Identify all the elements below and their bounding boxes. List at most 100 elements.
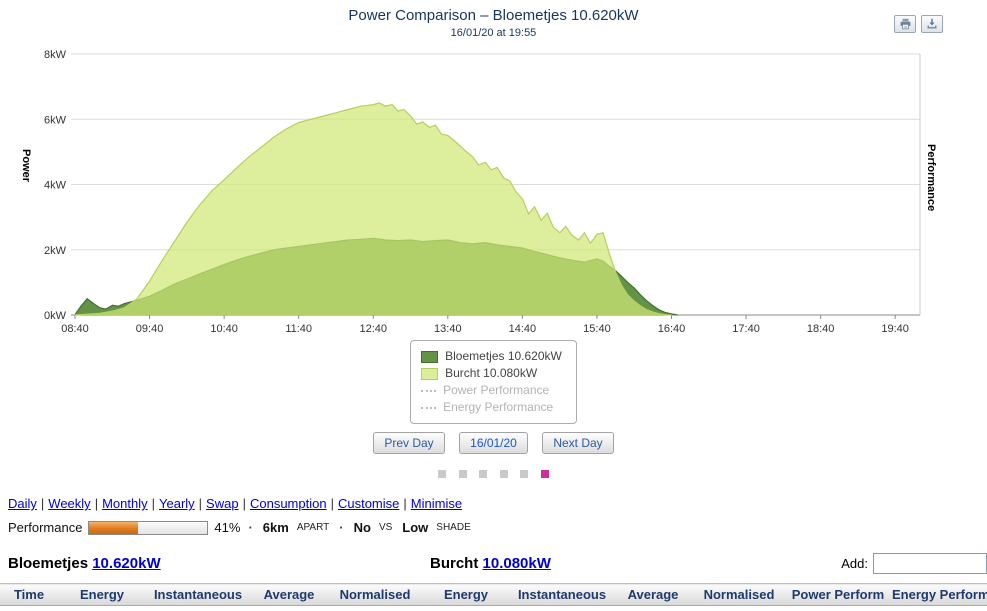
separator: | (151, 496, 155, 511)
link-swap[interactable]: Swap (206, 496, 239, 511)
cell-normalised-2: 0.000kW/kW (692, 605, 786, 611)
chart-legend: Bloemetjes 10.620kW Burcht 10.080kW Powe… (410, 340, 577, 424)
svg-text:4kW: 4kW (44, 180, 67, 192)
svg-text:12:40: 12:40 (359, 323, 387, 335)
next-day-button[interactable]: Next Day (542, 432, 614, 454)
shade-left-value: No (353, 520, 371, 535)
y-axis-label-power: Power (20, 149, 32, 183)
svg-text:19:40: 19:40 (881, 323, 909, 335)
separator: | (94, 496, 99, 511)
link-weekly[interactable]: Weekly (48, 496, 91, 511)
svg-text:15:40: 15:40 (583, 323, 611, 335)
legend-label: Bloemetjes 10.620kW (445, 349, 562, 363)
page-title: Power Comparison – Bloemetjes 10.620kW (348, 7, 639, 24)
add-system-input[interactable] (873, 552, 987, 574)
svg-text:14:40: 14:40 (509, 323, 537, 335)
separator: | (330, 496, 334, 511)
cell-energy-performance: 58.89%▼ (890, 605, 987, 611)
cell-average-1: 0W (250, 605, 328, 611)
separator: | (242, 496, 246, 511)
shade-label: SHADE (436, 522, 471, 533)
cell-power-perform: - (786, 605, 890, 611)
link-monthly[interactable]: Monthly (102, 496, 148, 511)
prev-day-button[interactable]: Prev Day (373, 432, 445, 454)
header: Power Comparison – Bloemetjes 10.620kW 1… (0, 0, 987, 44)
legend-item-bloemetjes[interactable]: Bloemetjes 10.620kW (421, 348, 562, 365)
svg-text:2kW: 2kW (44, 245, 67, 257)
download-icon (927, 18, 937, 29)
legend-item-power-performance[interactable]: Power Performance (421, 382, 562, 399)
performance-bar-fill (89, 521, 138, 534)
page-subtitle: 16/01/20 at 19:55 (450, 27, 537, 39)
col-header-power-perform: Power Perform (786, 583, 890, 606)
pager-dot[interactable] (438, 470, 447, 478)
cell-energy-1: 12.194kWh (58, 605, 146, 611)
link-daily[interactable]: Daily (8, 496, 37, 511)
svg-text:6kW: 6kW (44, 114, 67, 126)
separator: · (339, 520, 344, 535)
legend-swatch-area-icon (421, 367, 439, 380)
svg-text:0kW: 0kW (44, 310, 67, 322)
pager-dot[interactable] (479, 470, 488, 478)
svg-text:18:40: 18:40 (807, 323, 835, 335)
pager-dot[interactable] (520, 470, 529, 478)
system-capacity-link[interactable]: 10.080kW (482, 554, 551, 572)
pager-dots (0, 465, 987, 483)
legend-item-energy-performance[interactable]: Energy Performance (421, 399, 562, 416)
col-header-normalised-1: Normalised (328, 583, 422, 606)
vs-label: VS (378, 522, 393, 533)
cell-instantaneous-1: 0W (146, 605, 250, 611)
legend-item-burcht[interactable]: Burcht 10.080kW (421, 365, 562, 382)
current-date-button[interactable]: 16/01/20 (459, 432, 528, 454)
system-name: Bloemetjes (8, 554, 89, 572)
cell-energy-2: 28.155kWh (422, 605, 510, 611)
col-header-energy-1: Energy (58, 583, 146, 606)
link-consumption[interactable]: Consumption (249, 496, 327, 511)
system-capacity-link[interactable]: 10.620kW (92, 554, 161, 572)
comparison-table: Time Energy Instantaneous Average Normal… (0, 583, 987, 611)
print-icon (900, 18, 910, 30)
link-customise[interactable]: Customise (337, 496, 400, 511)
svg-text:11:40: 11:40 (285, 323, 312, 335)
cell-time: 19:55 (0, 605, 58, 611)
legend-swatch-dotted-line-icon (421, 406, 437, 409)
print-button[interactable] (894, 15, 916, 33)
svg-text:08:40: 08:40 (61, 323, 89, 335)
col-header-average-1: Average (250, 583, 328, 606)
pager-dot[interactable] (540, 470, 549, 478)
legend-swatch-area-icon (421, 350, 439, 363)
col-header-instantaneous-2: Instantaneous (510, 583, 614, 606)
col-header-energy-2: Energy (422, 583, 510, 606)
header-toolbar (894, 15, 943, 33)
distance-value: 6km (262, 520, 289, 535)
cell-instantaneous-2: 0W (510, 605, 614, 611)
svg-text:09:40: 09:40 (136, 323, 164, 335)
power-chart: 0kW 2kW 4kW 6kW 8kW 08:40 09:40 10:40 11:40 12:40… (0, 44, 987, 336)
separator: · (248, 520, 253, 535)
date-navigation: Prev Day 16/01/20 Next Day (0, 432, 987, 454)
pager-dot[interactable] (499, 470, 508, 478)
link-minimise[interactable]: Minimise (410, 496, 463, 511)
col-header-energy-performance: Energy Performance (890, 583, 987, 606)
svg-text:16:40: 16:40 (658, 323, 686, 335)
pager-dot[interactable] (458, 470, 467, 478)
cell-average-2: 0W (614, 605, 692, 611)
performance-label: Performance (8, 520, 83, 535)
svg-text:13:40: 13:40 (434, 323, 462, 335)
separator: | (403, 496, 407, 511)
col-header-instantaneous-1: Instantaneous (146, 583, 250, 606)
performance-summary: Performance 41% · 6km APART · No VS Low … (8, 520, 987, 535)
col-header-normalised-2: Normalised (692, 583, 786, 606)
view-links: Daily | Weekly | Monthly | Yearly | Swap | Consump… (8, 496, 987, 511)
performance-bar (88, 520, 209, 535)
svg-text:8kW: 8kW (44, 49, 67, 61)
separator: | (198, 496, 203, 511)
system-name: Burcht (430, 554, 479, 572)
legend-swatch-dotted-line-icon (421, 389, 437, 392)
download-button[interactable] (921, 15, 943, 33)
chart-plot-area[interactable]: 0kW 2kW 4kW 6kW 8kW 08:40 09:40 10:40 11:40 12:40… (0, 44, 987, 336)
cell-normalised-1: 0.000kW/kW (328, 605, 422, 611)
link-yearly[interactable]: Yearly (159, 496, 195, 511)
col-header-average-2: Average (614, 583, 692, 606)
